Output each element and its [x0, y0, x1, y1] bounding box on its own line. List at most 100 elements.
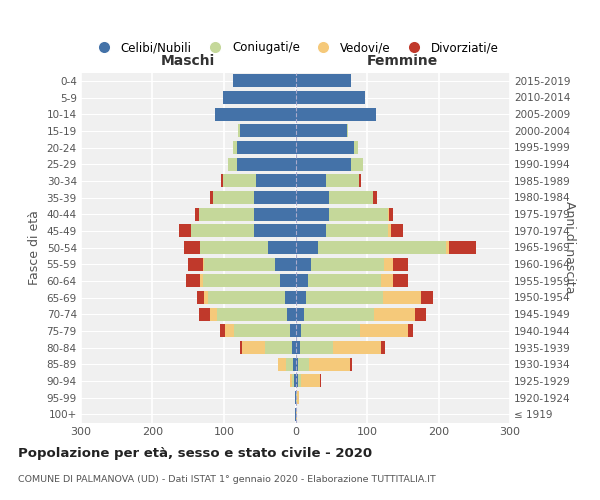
Bar [254, 191, 296, 204]
Text: Maschi: Maschi [161, 54, 215, 68]
Bar [391, 224, 403, 237]
Bar [241, 341, 242, 354]
Bar [210, 308, 217, 320]
Legend: Celibi/Nubili, Coniugati/e, Vedovi/e, Divorziati/e: Celibi/Nubili, Coniugati/e, Vedovi/e, Di… [88, 36, 503, 59]
Bar [275, 258, 296, 270]
Bar [215, 108, 296, 120]
Bar [226, 324, 234, 338]
Bar [223, 174, 256, 188]
Bar [186, 274, 200, 287]
Bar [233, 141, 237, 154]
Bar [308, 274, 382, 287]
Y-axis label: Fasce di età: Fasce di età [28, 210, 41, 285]
Bar [223, 91, 296, 104]
Bar [296, 241, 319, 254]
Bar [296, 108, 376, 120]
Bar [188, 258, 203, 270]
Bar [295, 391, 296, 404]
Bar [360, 324, 408, 338]
Bar [290, 374, 292, 388]
Bar [326, 174, 359, 188]
Bar [237, 158, 296, 170]
Bar [350, 358, 352, 370]
Text: COMUNE DI PALMANOVA (UD) - Dati ISTAT 1° gennaio 2020 - Elaborazione TUTTITALIA.: COMUNE DI PALMANOVA (UD) - Dati ISTAT 1°… [18, 475, 436, 484]
Bar [256, 174, 296, 188]
Bar [296, 374, 298, 388]
Bar [200, 274, 203, 287]
Bar [254, 224, 296, 237]
Bar [296, 274, 308, 287]
Bar [382, 341, 385, 354]
Text: Femmine: Femmine [367, 54, 439, 68]
Bar [295, 408, 296, 420]
Bar [300, 341, 334, 354]
Bar [296, 91, 365, 104]
Bar [296, 391, 297, 404]
Bar [238, 124, 240, 138]
Bar [296, 358, 298, 370]
Bar [311, 258, 384, 270]
Y-axis label: Anni di nascita: Anni di nascita [563, 201, 577, 294]
Bar [394, 274, 408, 287]
Bar [301, 374, 320, 388]
Bar [296, 158, 350, 170]
Bar [296, 291, 306, 304]
Bar [296, 341, 300, 354]
Bar [254, 208, 296, 220]
Bar [184, 241, 200, 254]
Bar [389, 208, 394, 220]
Bar [293, 358, 296, 370]
Bar [287, 308, 296, 320]
Bar [296, 141, 354, 154]
Bar [298, 358, 309, 370]
Bar [347, 124, 349, 138]
Bar [408, 324, 413, 338]
Bar [393, 258, 409, 270]
Bar [221, 174, 223, 188]
Bar [204, 291, 208, 304]
Bar [388, 208, 389, 220]
Bar [296, 208, 329, 220]
Bar [204, 258, 275, 270]
Bar [373, 191, 377, 204]
Bar [203, 258, 204, 270]
Bar [296, 174, 326, 188]
Bar [268, 241, 296, 254]
Bar [194, 208, 199, 220]
Bar [228, 158, 237, 170]
Bar [296, 324, 301, 338]
Bar [217, 308, 287, 320]
Bar [280, 274, 296, 287]
Bar [265, 341, 292, 354]
Bar [329, 208, 388, 220]
Bar [304, 308, 374, 320]
Bar [290, 324, 296, 338]
Bar [292, 341, 296, 354]
Bar [179, 224, 191, 237]
Bar [292, 374, 294, 388]
Bar [297, 391, 299, 404]
Bar [237, 141, 296, 154]
Bar [296, 191, 329, 204]
Bar [334, 341, 382, 354]
Bar [319, 241, 446, 254]
Bar [233, 74, 296, 88]
Bar [388, 224, 391, 237]
Bar [208, 291, 285, 304]
Bar [374, 308, 415, 320]
Bar [383, 291, 421, 304]
Bar [329, 191, 373, 204]
Bar [354, 141, 358, 154]
Bar [296, 124, 347, 138]
Bar [220, 324, 226, 338]
Bar [199, 208, 254, 220]
Bar [199, 308, 210, 320]
Bar [384, 258, 393, 270]
Bar [298, 374, 301, 388]
Bar [197, 291, 204, 304]
Bar [296, 258, 311, 270]
Bar [278, 358, 286, 370]
Bar [191, 224, 254, 237]
Bar [296, 408, 297, 420]
Bar [359, 174, 361, 188]
